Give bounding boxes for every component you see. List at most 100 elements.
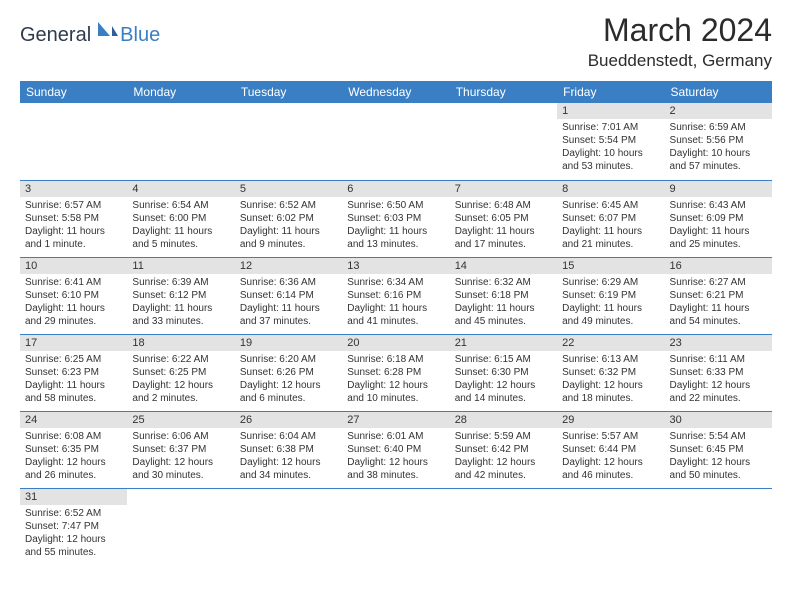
- day-number: 24: [20, 412, 127, 428]
- day-content: Sunrise: 5:59 AMSunset: 6:42 PMDaylight:…: [450, 428, 557, 486]
- daylight-text: Daylight: 12 hours and 26 minutes.: [25, 456, 122, 482]
- daylight-text: Daylight: 12 hours and 42 minutes.: [455, 456, 552, 482]
- sunrise-text: Sunrise: 6:32 AM: [455, 276, 552, 289]
- day-content: Sunrise: 6:13 AMSunset: 6:32 PMDaylight:…: [557, 351, 664, 409]
- sunset-text: Sunset: 6:25 PM: [132, 366, 229, 379]
- calendar-week-row: 17Sunrise: 6:25 AMSunset: 6:23 PMDayligh…: [20, 334, 772, 411]
- sunset-text: Sunset: 6:33 PM: [670, 366, 767, 379]
- day-number: 10: [20, 258, 127, 274]
- sunrise-text: Sunrise: 6:22 AM: [132, 353, 229, 366]
- weekday-header: Wednesday: [342, 81, 449, 103]
- logo-text-blue: Blue: [120, 24, 160, 47]
- calendar-day-cell: 27Sunrise: 6:01 AMSunset: 6:40 PMDayligh…: [342, 411, 449, 488]
- sunrise-text: Sunrise: 6:59 AM: [670, 121, 767, 134]
- sunset-text: Sunset: 6:09 PM: [670, 212, 767, 225]
- sunset-text: Sunset: 5:58 PM: [25, 212, 122, 225]
- sunrise-text: Sunrise: 6:20 AM: [240, 353, 337, 366]
- sunrise-text: Sunrise: 6:08 AM: [25, 430, 122, 443]
- sunrise-text: Sunrise: 6:04 AM: [240, 430, 337, 443]
- calendar-week-row: 24Sunrise: 6:08 AMSunset: 6:35 PMDayligh…: [20, 411, 772, 488]
- calendar-day-cell: 30Sunrise: 5:54 AMSunset: 6:45 PMDayligh…: [665, 411, 772, 488]
- sunset-text: Sunset: 6:23 PM: [25, 366, 122, 379]
- logo-sail-icon: [96, 20, 118, 43]
- day-number: [557, 489, 664, 505]
- daylight-text: Daylight: 11 hours and 41 minutes.: [347, 302, 444, 328]
- daylight-text: Daylight: 11 hours and 21 minutes.: [562, 225, 659, 251]
- daylight-text: Daylight: 12 hours and 46 minutes.: [562, 456, 659, 482]
- calendar-day-cell: [557, 488, 664, 565]
- daylight-text: Daylight: 11 hours and 25 minutes.: [670, 225, 767, 251]
- sunrise-text: Sunrise: 6:52 AM: [240, 199, 337, 212]
- daylight-text: Daylight: 12 hours and 18 minutes.: [562, 379, 659, 405]
- day-number: 8: [557, 181, 664, 197]
- logo: General Blue: [20, 20, 160, 51]
- calendar-day-cell: [342, 103, 449, 180]
- sunset-text: Sunset: 6:37 PM: [132, 443, 229, 456]
- day-number: [235, 103, 342, 119]
- day-number: 31: [20, 489, 127, 505]
- day-content: Sunrise: 5:57 AMSunset: 6:44 PMDaylight:…: [557, 428, 664, 486]
- day-number: 4: [127, 181, 234, 197]
- day-content: Sunrise: 6:04 AMSunset: 6:38 PMDaylight:…: [235, 428, 342, 486]
- header: General Blue March 2024 Bueddenstedt, Ge…: [20, 12, 772, 71]
- calendar-day-cell: 11Sunrise: 6:39 AMSunset: 6:12 PMDayligh…: [127, 257, 234, 334]
- calendar-day-cell: 26Sunrise: 6:04 AMSunset: 6:38 PMDayligh…: [235, 411, 342, 488]
- calendar-day-cell: [665, 488, 772, 565]
- sunrise-text: Sunrise: 6:34 AM: [347, 276, 444, 289]
- calendar-day-cell: 6Sunrise: 6:50 AMSunset: 6:03 PMDaylight…: [342, 180, 449, 257]
- daylight-text: Daylight: 12 hours and 30 minutes.: [132, 456, 229, 482]
- day-content: Sunrise: 6:08 AMSunset: 6:35 PMDaylight:…: [20, 428, 127, 486]
- day-content: Sunrise: 5:54 AMSunset: 6:45 PMDaylight:…: [665, 428, 772, 486]
- sunrise-text: Sunrise: 5:57 AM: [562, 430, 659, 443]
- day-number: 12: [235, 258, 342, 274]
- day-content: Sunrise: 6:32 AMSunset: 6:18 PMDaylight:…: [450, 274, 557, 332]
- daylight-text: Daylight: 11 hours and 33 minutes.: [132, 302, 229, 328]
- day-content: Sunrise: 6:34 AMSunset: 6:16 PMDaylight:…: [342, 274, 449, 332]
- calendar-day-cell: 22Sunrise: 6:13 AMSunset: 6:32 PMDayligh…: [557, 334, 664, 411]
- calendar-day-cell: [20, 103, 127, 180]
- sunset-text: Sunset: 6:42 PM: [455, 443, 552, 456]
- sunrise-text: Sunrise: 6:48 AM: [455, 199, 552, 212]
- calendar-day-cell: [235, 103, 342, 180]
- calendar-day-cell: 15Sunrise: 6:29 AMSunset: 6:19 PMDayligh…: [557, 257, 664, 334]
- page-title: March 2024: [588, 12, 772, 49]
- day-number: 18: [127, 335, 234, 351]
- daylight-text: Daylight: 10 hours and 53 minutes.: [562, 147, 659, 173]
- day-number: 28: [450, 412, 557, 428]
- calendar-week-row: 3Sunrise: 6:57 AMSunset: 5:58 PMDaylight…: [20, 180, 772, 257]
- sunrise-text: Sunrise: 6:15 AM: [455, 353, 552, 366]
- sunrise-text: Sunrise: 5:59 AM: [455, 430, 552, 443]
- day-number: [20, 103, 127, 119]
- daylight-text: Daylight: 12 hours and 14 minutes.: [455, 379, 552, 405]
- sunset-text: Sunset: 6:44 PM: [562, 443, 659, 456]
- day-number: 16: [665, 258, 772, 274]
- calendar-header-row: SundayMondayTuesdayWednesdayThursdayFrid…: [20, 81, 772, 103]
- daylight-text: Daylight: 11 hours and 13 minutes.: [347, 225, 444, 251]
- daylight-text: Daylight: 12 hours and 6 minutes.: [240, 379, 337, 405]
- sunrise-text: Sunrise: 6:06 AM: [132, 430, 229, 443]
- day-content: Sunrise: 6:48 AMSunset: 6:05 PMDaylight:…: [450, 197, 557, 255]
- calendar-day-cell: 29Sunrise: 5:57 AMSunset: 6:44 PMDayligh…: [557, 411, 664, 488]
- sunrise-text: Sunrise: 6:27 AM: [670, 276, 767, 289]
- calendar-day-cell: [235, 488, 342, 565]
- day-number: [342, 489, 449, 505]
- sunrise-text: Sunrise: 6:54 AM: [132, 199, 229, 212]
- calendar-day-cell: 18Sunrise: 6:22 AMSunset: 6:25 PMDayligh…: [127, 334, 234, 411]
- calendar-day-cell: 23Sunrise: 6:11 AMSunset: 6:33 PMDayligh…: [665, 334, 772, 411]
- sunset-text: Sunset: 6:19 PM: [562, 289, 659, 302]
- day-content: Sunrise: 6:36 AMSunset: 6:14 PMDaylight:…: [235, 274, 342, 332]
- sunset-text: Sunset: 6:02 PM: [240, 212, 337, 225]
- daylight-text: Daylight: 11 hours and 5 minutes.: [132, 225, 229, 251]
- sunrise-text: Sunrise: 6:36 AM: [240, 276, 337, 289]
- weekday-header: Saturday: [665, 81, 772, 103]
- sunrise-text: Sunrise: 6:29 AM: [562, 276, 659, 289]
- calendar-day-cell: 13Sunrise: 6:34 AMSunset: 6:16 PMDayligh…: [342, 257, 449, 334]
- daylight-text: Daylight: 11 hours and 29 minutes.: [25, 302, 122, 328]
- day-number: 13: [342, 258, 449, 274]
- day-number: 29: [557, 412, 664, 428]
- sunset-text: Sunset: 6:07 PM: [562, 212, 659, 225]
- sunset-text: Sunset: 6:12 PM: [132, 289, 229, 302]
- day-content: Sunrise: 7:01 AMSunset: 5:54 PMDaylight:…: [557, 119, 664, 177]
- sunset-text: Sunset: 6:16 PM: [347, 289, 444, 302]
- title-block: March 2024 Bueddenstedt, Germany: [588, 12, 772, 71]
